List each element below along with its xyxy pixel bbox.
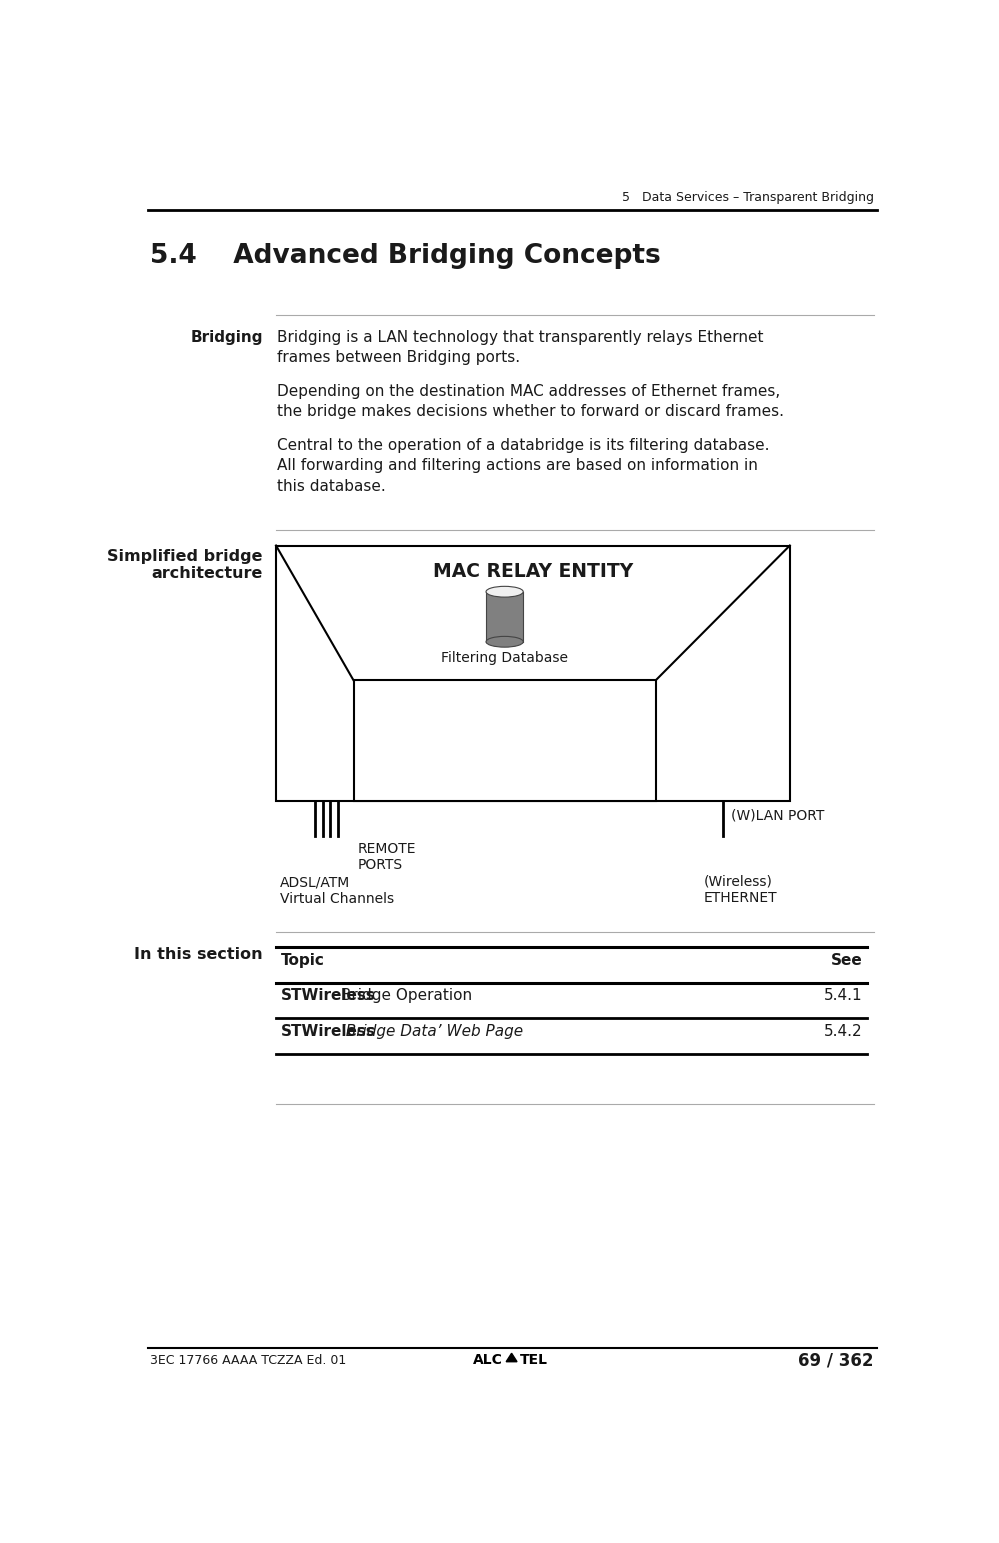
Text: ALC: ALC [474, 1353, 503, 1367]
Text: Topic: Topic [281, 954, 325, 967]
Text: 3EC 17766 AAAA TCZZA Ed. 01: 3EC 17766 AAAA TCZZA Ed. 01 [150, 1353, 346, 1367]
Text: Simplified bridge
architecture: Simplified bridge architecture [107, 549, 263, 582]
Text: Central to the operation of a databridge is its filtering database.
All forwardi: Central to the operation of a databridge… [277, 438, 769, 494]
Text: (W)LAN PORT: (W)LAN PORT [730, 809, 824, 822]
Text: ‘Bridge Data’ Web Page: ‘Bridge Data’ Web Page [337, 1023, 523, 1038]
Ellipse shape [487, 636, 523, 647]
Text: See: See [831, 954, 863, 967]
Text: MAC RELAY ENTITY: MAC RELAY ENTITY [433, 563, 633, 582]
Text: Bridging: Bridging [191, 330, 263, 346]
Text: 5   Data Services – Transparent Bridging: 5 Data Services – Transparent Bridging [621, 191, 873, 204]
Text: Bridge Operation: Bridge Operation [337, 988, 473, 1003]
Text: TEL: TEL [520, 1353, 548, 1367]
Bar [487, 591, 523, 642]
Text: In this section: In this section [134, 947, 263, 963]
Text: STWireless: STWireless [281, 1023, 376, 1038]
Text: 5.4.1: 5.4.1 [824, 988, 863, 1003]
Ellipse shape [487, 586, 523, 597]
Text: STWireless: STWireless [281, 988, 376, 1003]
Polygon shape [506, 1353, 517, 1362]
Bar [276, 546, 790, 801]
Text: Bridging is a LAN technology that transparently relays Ethernet
frames between B: Bridging is a LAN technology that transp… [277, 330, 763, 366]
Text: (Wireless)
ETHERNET: (Wireless) ETHERNET [703, 875, 777, 904]
Bar [354, 680, 655, 801]
Text: 69 / 362: 69 / 362 [798, 1352, 873, 1369]
Text: ADSL/ATM
Virtual Channels: ADSL/ATM Virtual Channels [280, 876, 394, 906]
Text: Filtering Database: Filtering Database [442, 651, 568, 665]
Text: 5.4    Advanced Bridging Concepts: 5.4 Advanced Bridging Concepts [150, 242, 660, 268]
Text: REMOTE
PORTS: REMOTE PORTS [358, 842, 416, 872]
Text: 5.4.2: 5.4.2 [824, 1023, 863, 1038]
Text: Depending on the destination MAC addresses of Ethernet frames,
the bridge makes : Depending on the destination MAC address… [277, 384, 784, 420]
